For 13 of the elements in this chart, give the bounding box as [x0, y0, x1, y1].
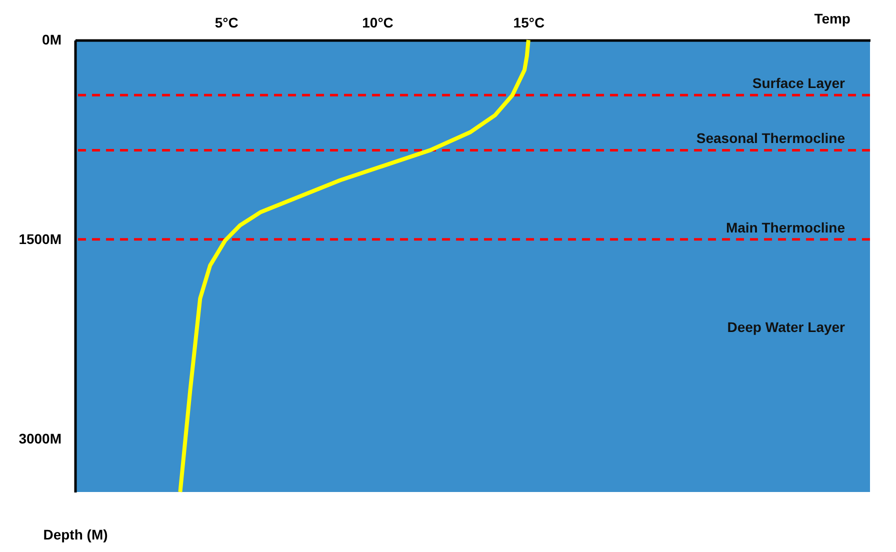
x-tick-label: 10°C: [362, 14, 394, 30]
annotation: Deep Water Layer: [727, 319, 846, 335]
y-tick-label: 1500M: [18, 230, 62, 247]
line-series: [178, 38, 530, 494]
y-axis-title: Depth (M): [43, 526, 108, 542]
y-tick-label: 3000M: [18, 430, 62, 446]
ref-line-label: Seasonal Thermocline: [696, 130, 846, 146]
x-tick-label: 15°C: [513, 14, 545, 30]
x-tick-label: 5°C: [214, 14, 238, 30]
x-axis-title: Temp: [814, 10, 850, 26]
ref-line-label: Surface Layer: [752, 75, 846, 92]
y-tick-label: 0M: [42, 32, 62, 48]
ref-line-label: Main Thermocline: [726, 219, 846, 236]
